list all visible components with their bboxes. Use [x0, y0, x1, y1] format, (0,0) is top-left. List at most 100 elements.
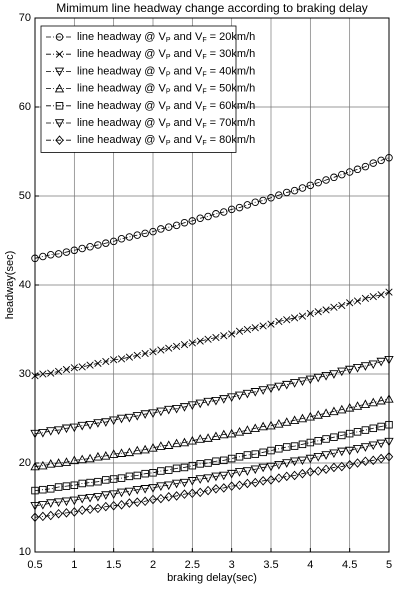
marker [55, 33, 64, 41]
marker [282, 417, 292, 426]
marker [305, 375, 315, 385]
marker [368, 441, 378, 451]
marker [101, 418, 111, 427]
marker [234, 427, 245, 436]
marker [289, 457, 300, 467]
marker [384, 451, 394, 462]
x-tick-label: 4 [307, 559, 313, 571]
marker [110, 356, 118, 364]
marker [369, 455, 378, 466]
marker [85, 504, 95, 515]
marker [39, 252, 47, 261]
marker [148, 484, 158, 493]
marker [93, 503, 103, 514]
marker [345, 429, 354, 438]
marker [38, 428, 48, 438]
marker [289, 415, 300, 425]
marker [258, 421, 268, 431]
marker [149, 348, 157, 356]
legend-label: line headway @ VP and VF = 80km/h [77, 134, 255, 147]
marker [345, 446, 355, 456]
series-line [34, 157, 390, 259]
marker [376, 357, 386, 367]
marker [132, 445, 142, 455]
marker [77, 421, 87, 431]
legend-label: line headway @ VP and VF = 30km/h [77, 48, 255, 61]
marker [53, 458, 64, 467]
marker [227, 393, 237, 402]
marker [242, 425, 253, 434]
marker [353, 428, 362, 436]
marker [61, 424, 72, 434]
marker [109, 490, 119, 499]
marker [313, 373, 323, 383]
marker [132, 485, 142, 495]
marker [212, 457, 220, 465]
marker [228, 330, 236, 338]
x-tick-label: 2.5 [185, 559, 200, 571]
marker [376, 439, 386, 449]
marker [274, 418, 284, 428]
marker [133, 471, 142, 480]
marker [329, 449, 339, 459]
marker [46, 459, 56, 468]
marker [125, 353, 134, 361]
marker [337, 404, 347, 414]
marker [219, 395, 229, 404]
marker [353, 165, 362, 174]
marker [179, 478, 190, 488]
marker [53, 498, 64, 508]
marker [211, 431, 221, 441]
marker [242, 389, 253, 399]
x-axis-label: braking delay(sec) [167, 572, 257, 584]
marker [86, 478, 94, 487]
marker [306, 467, 315, 477]
marker [124, 487, 135, 497]
marker [330, 433, 338, 441]
marker [360, 443, 371, 452]
marker [204, 335, 212, 343]
legend-label: line headway @ VP and VF = 70km/h [77, 117, 255, 130]
marker [78, 363, 86, 371]
marker [251, 324, 259, 332]
marker [109, 416, 119, 426]
marker [148, 409, 158, 419]
marker [171, 438, 182, 448]
marker [329, 370, 339, 379]
marker [62, 365, 71, 374]
legend-label: line headway @ VP and VF = 40km/h [77, 65, 255, 78]
marker [140, 485, 150, 494]
marker [55, 135, 64, 145]
marker [220, 208, 228, 216]
marker [164, 223, 173, 231]
marker [376, 395, 386, 405]
marker [346, 299, 354, 307]
marker [38, 511, 48, 522]
marker [274, 382, 284, 392]
marker [46, 485, 55, 493]
marker [172, 491, 181, 501]
y-tick-label: 70 [19, 12, 31, 24]
marker [235, 203, 244, 212]
marker [314, 466, 323, 476]
marker [227, 428, 237, 438]
marker [38, 460, 48, 470]
marker [361, 294, 370, 302]
marker [297, 377, 308, 386]
legend-label: line headway @ VP and VF = 20km/h [77, 31, 255, 44]
marker [69, 496, 79, 506]
x-tick-label: 1 [71, 559, 77, 571]
marker [46, 510, 55, 521]
legend-box [40, 25, 237, 153]
marker [101, 491, 111, 500]
marker [86, 361, 94, 369]
marker [117, 355, 126, 363]
marker [282, 380, 292, 390]
marker [219, 429, 229, 439]
marker [369, 292, 377, 301]
marker [195, 434, 205, 443]
marker [283, 316, 291, 324]
marker [337, 461, 346, 472]
marker [369, 424, 378, 433]
marker [251, 198, 260, 206]
